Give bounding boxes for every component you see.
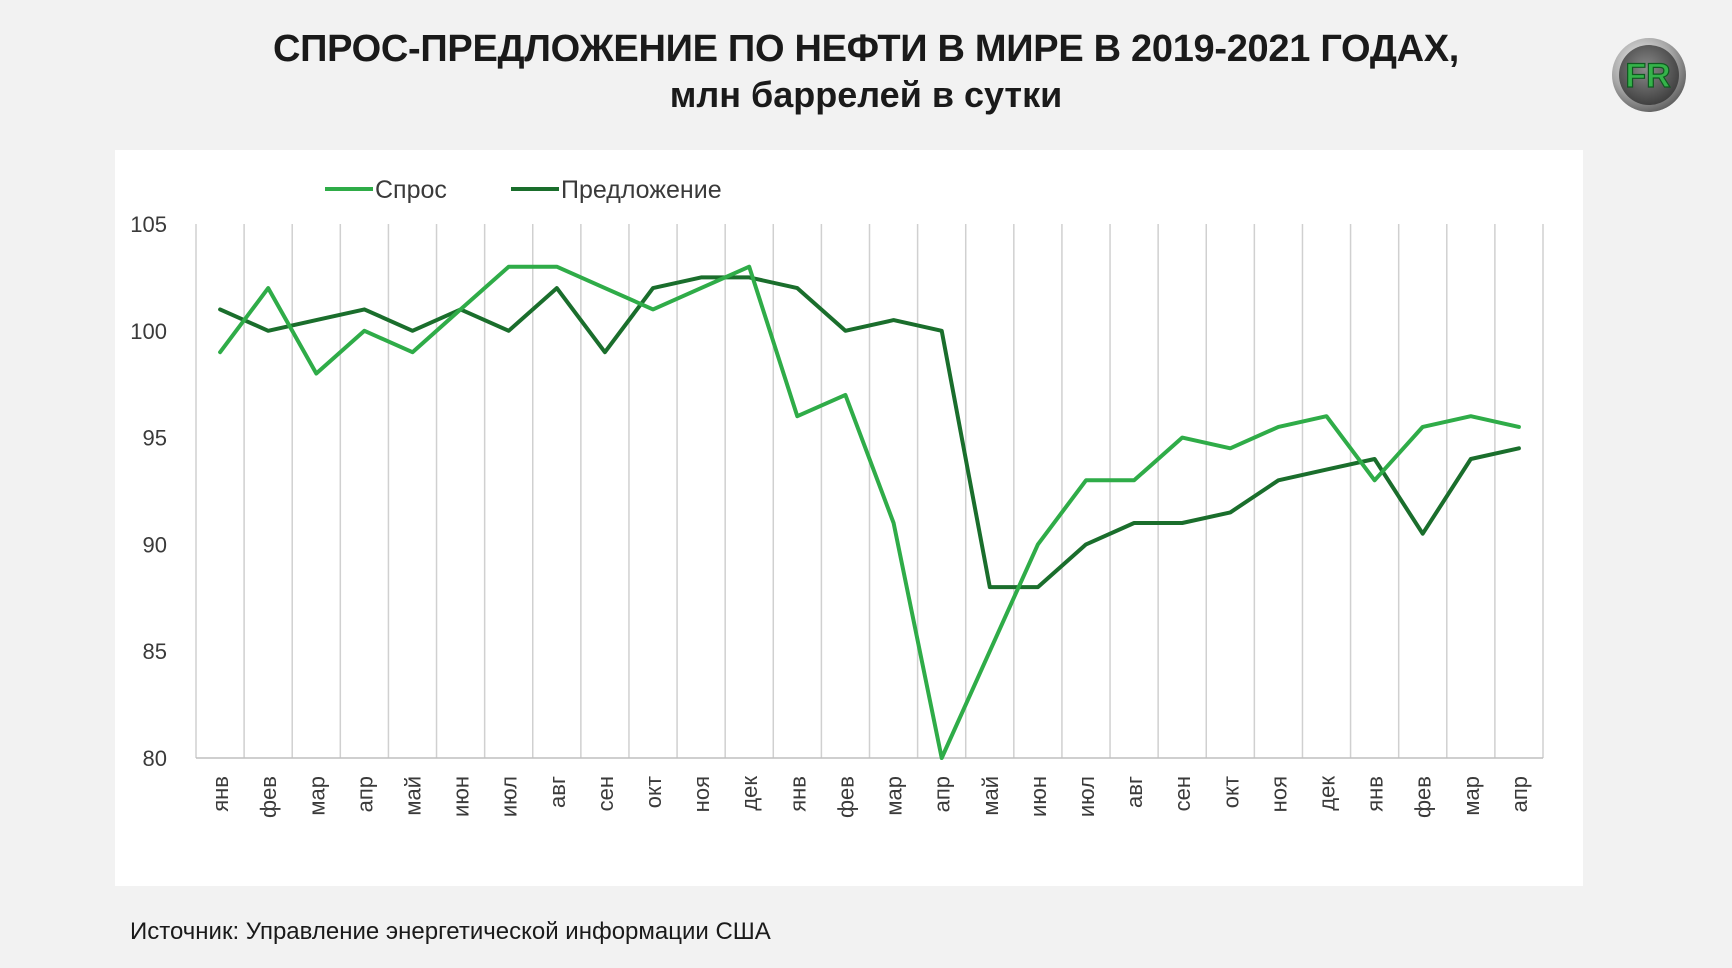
series-lines xyxy=(218,264,1521,760)
x-tick-label: янв xyxy=(1363,776,1388,812)
chart-panel: 80 85 90 95 100 105 янв фев мар апр май июн июл авг се… xyxy=(115,150,1583,886)
x-tick-label: мар xyxy=(1459,776,1484,816)
x-tick-label: июн xyxy=(1026,776,1051,817)
x-tick-label: сен xyxy=(1170,776,1195,811)
y-tick-label: 100 xyxy=(130,319,167,344)
series-line xyxy=(218,264,1521,760)
x-tick-label: дек xyxy=(1315,776,1340,811)
x-tick-label: окт xyxy=(1218,776,1243,808)
x-tick-label: сен xyxy=(593,776,618,811)
x-tick-label: фев xyxy=(256,776,281,818)
x-tick-label: апр xyxy=(1507,776,1532,812)
y-tick-label: 85 xyxy=(143,639,167,664)
title-line-2: млн баррелей в сутки xyxy=(669,74,1063,115)
y-tick-label: 95 xyxy=(143,426,167,451)
x-tick-label: мар xyxy=(882,776,907,816)
legend-label: Спрос xyxy=(375,176,447,204)
x-tick-label: июн xyxy=(449,776,474,817)
x-tick-label: ноя xyxy=(689,776,714,812)
logo-text: FR xyxy=(1625,57,1670,95)
source-note: Источник: Управление энергетической инфо… xyxy=(130,918,771,945)
x-tick-label: май xyxy=(978,776,1003,816)
x-tick-label: май xyxy=(400,776,425,816)
x-tick-label: авг xyxy=(1122,776,1147,808)
x-tick-label: апр xyxy=(930,776,955,812)
grid xyxy=(195,224,1544,758)
series-line xyxy=(218,275,1521,590)
chart-title: СПРОС-ПРЕДЛОЖЕНИЕ ПО НЕФТИ В МИРЕ В 2019… xyxy=(0,26,1732,118)
y-tick-label: 105 xyxy=(130,212,167,237)
x-tick-label: авг xyxy=(545,776,570,808)
y-tick-label: 90 xyxy=(143,532,167,557)
x-tick-label: мар xyxy=(304,776,329,816)
x-tick-label: янв xyxy=(785,776,810,812)
x-tick-label: июл xyxy=(1074,776,1099,817)
title-line-1: СПРОС-ПРЕДЛОЖЕНИЕ ПО НЕФТИ В МИРЕ В 2019… xyxy=(272,28,1460,70)
x-tick-label: ноя xyxy=(1266,776,1291,812)
x-tick-label: окт xyxy=(641,776,666,808)
x-tick-label: янв xyxy=(208,776,233,812)
fr-logo-icon: FR xyxy=(1612,38,1686,112)
x-tick-label: июл xyxy=(497,776,522,817)
legend: Спрос Предложение xyxy=(325,176,722,204)
x-tick-label: фев xyxy=(833,776,858,818)
x-tick-label: фев xyxy=(1411,776,1436,818)
x-tick-label: дек xyxy=(737,776,762,811)
x-tick-label: апр xyxy=(352,776,377,812)
legend-label: Предложение xyxy=(561,176,722,204)
y-tick-label: 80 xyxy=(143,746,167,771)
